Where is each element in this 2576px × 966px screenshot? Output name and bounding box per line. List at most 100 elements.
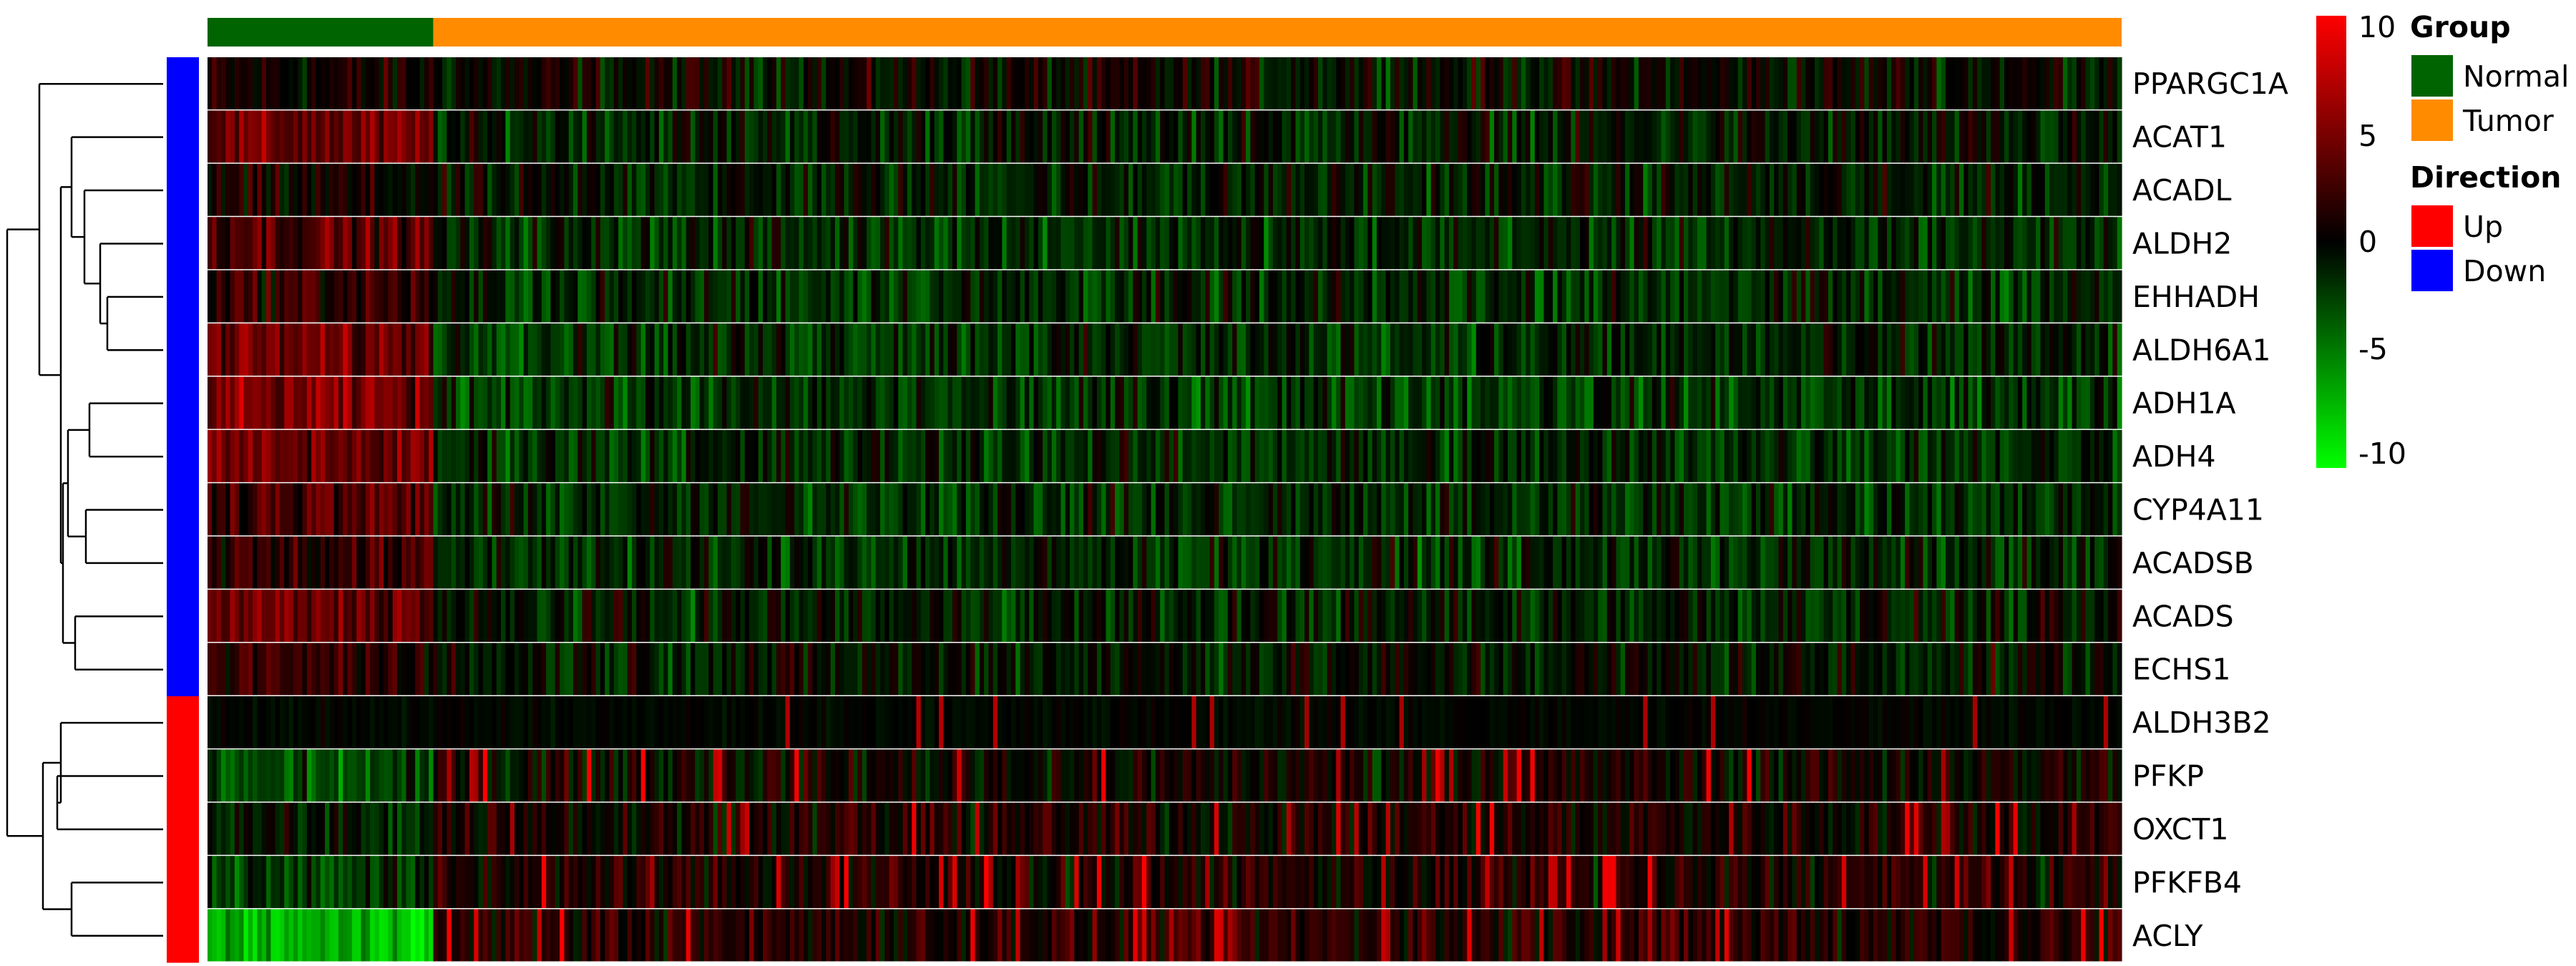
heatmap-cell — [1846, 57, 1852, 109]
heatmap-cell — [2013, 270, 2019, 323]
heatmap-cell — [1435, 483, 1440, 536]
heatmap-cell — [2036, 57, 2041, 109]
heatmap-cell — [708, 163, 714, 216]
heatmap-cell — [1178, 483, 1184, 536]
heatmap-cell — [1950, 57, 1956, 109]
heatmap-cell — [1205, 590, 1211, 643]
heatmap-cell — [1886, 536, 1892, 589]
heatmap-cell — [1873, 376, 1878, 429]
heatmap-cell — [230, 483, 235, 536]
heatmap-cell — [537, 483, 542, 536]
heatmap-cell — [1661, 590, 1667, 643]
heatmap-cell — [216, 643, 222, 696]
heatmap-cell — [1372, 323, 1377, 376]
heatmap-cell — [1553, 270, 1558, 323]
heatmap-cell — [460, 217, 466, 270]
heatmap-cell — [672, 163, 678, 216]
heatmap-cell — [1774, 483, 1780, 536]
heatmap-cell — [618, 483, 624, 536]
heatmap-cell — [681, 163, 687, 216]
heatmap-cell — [1327, 270, 1332, 323]
heatmap-cell — [1873, 217, 1878, 270]
heatmap-cell — [220, 590, 226, 643]
heatmap-cell — [1702, 57, 1707, 109]
heatmap-cell — [853, 376, 859, 429]
heatmap-cell — [1440, 483, 1445, 536]
heatmap-cell — [1377, 536, 1382, 589]
heatmap-cell — [2058, 163, 2064, 216]
heatmap-cell — [419, 643, 425, 696]
heatmap-cell — [1652, 483, 1657, 536]
heatmap-cell — [1448, 429, 1454, 482]
heatmap-cell — [275, 270, 280, 323]
heatmap-cell — [677, 429, 683, 482]
heatmap-cell — [1219, 429, 1224, 482]
heatmap-cell — [261, 323, 267, 376]
heatmap-cell — [1503, 376, 1508, 429]
heatmap-cell — [1453, 536, 1459, 589]
heatmap-cell — [965, 376, 971, 429]
heatmap-cell — [1602, 590, 1608, 643]
heatmap-cell — [1390, 217, 1395, 270]
heatmap-cell — [1174, 483, 1179, 536]
heatmap-cell — [365, 163, 371, 216]
heatmap-cell — [1846, 217, 1852, 270]
heatmap-cell — [474, 429, 479, 482]
heatmap-cell — [1214, 57, 1219, 109]
heatmap-cell — [884, 376, 890, 429]
heatmap-cell — [1684, 323, 1689, 376]
heatmap-cell — [591, 270, 597, 323]
heatmap-cell — [1819, 110, 1825, 163]
heatmap-cell — [1774, 217, 1780, 270]
heatmap-cell — [1981, 57, 1987, 109]
heatmap-cell — [1444, 217, 1450, 270]
heatmap-cell — [1083, 536, 1088, 589]
heatmap-cell — [573, 57, 578, 109]
heatmap-cell — [1913, 536, 1919, 589]
heatmap-cell — [609, 429, 615, 482]
heatmap-cell — [1828, 376, 1833, 429]
heatmap-cell — [474, 590, 479, 643]
heatmap-cell — [496, 110, 502, 163]
heatmap-cell — [1991, 590, 1996, 643]
heatmap-cell — [1363, 643, 1368, 696]
heatmap-cell — [1923, 323, 1928, 376]
heatmap-cell — [370, 483, 376, 536]
heatmap-cell — [1024, 536, 1030, 589]
heatmap-cell — [1598, 217, 1604, 270]
heatmap-cell — [925, 270, 931, 323]
heatmap-cell — [1814, 483, 1820, 536]
heatmap-cell — [1643, 429, 1649, 482]
heatmap-cell — [965, 643, 971, 696]
heatmap-cell — [794, 57, 800, 109]
heatmap-cell — [717, 643, 723, 696]
heatmap-cell — [564, 376, 570, 429]
heatmap-cell — [1088, 163, 1093, 216]
heatmap-cell — [2031, 217, 2036, 270]
heatmap-cell — [1395, 217, 1400, 270]
heatmap-cell — [1684, 57, 1689, 109]
heatmap-cell — [320, 643, 326, 696]
heatmap-cell — [469, 270, 474, 323]
heatmap-cell — [284, 323, 290, 376]
heatmap-cell — [663, 376, 669, 429]
heatmap-cell — [632, 429, 637, 482]
heatmap-cell — [1837, 110, 1843, 163]
heatmap-cell — [555, 270, 560, 323]
heatmap-cell — [1259, 57, 1264, 109]
heatmap-cell — [781, 323, 786, 376]
heatmap-cell — [1729, 217, 1735, 270]
heatmap-cell — [934, 270, 940, 323]
heatmap-cell — [1878, 483, 1883, 536]
heatmap-cell — [799, 270, 804, 323]
heatmap-cell — [239, 376, 245, 429]
heatmap-cell — [1322, 57, 1328, 109]
heatmap-cell — [1043, 643, 1048, 696]
heatmap-cell — [726, 643, 732, 696]
heatmap-cell — [830, 323, 836, 376]
heatmap-cell — [1769, 483, 1775, 536]
heatmap-cell — [401, 163, 407, 216]
heatmap-cell — [2117, 590, 2122, 643]
heatmap-cell — [419, 57, 425, 109]
heatmap-cell — [2072, 323, 2077, 376]
